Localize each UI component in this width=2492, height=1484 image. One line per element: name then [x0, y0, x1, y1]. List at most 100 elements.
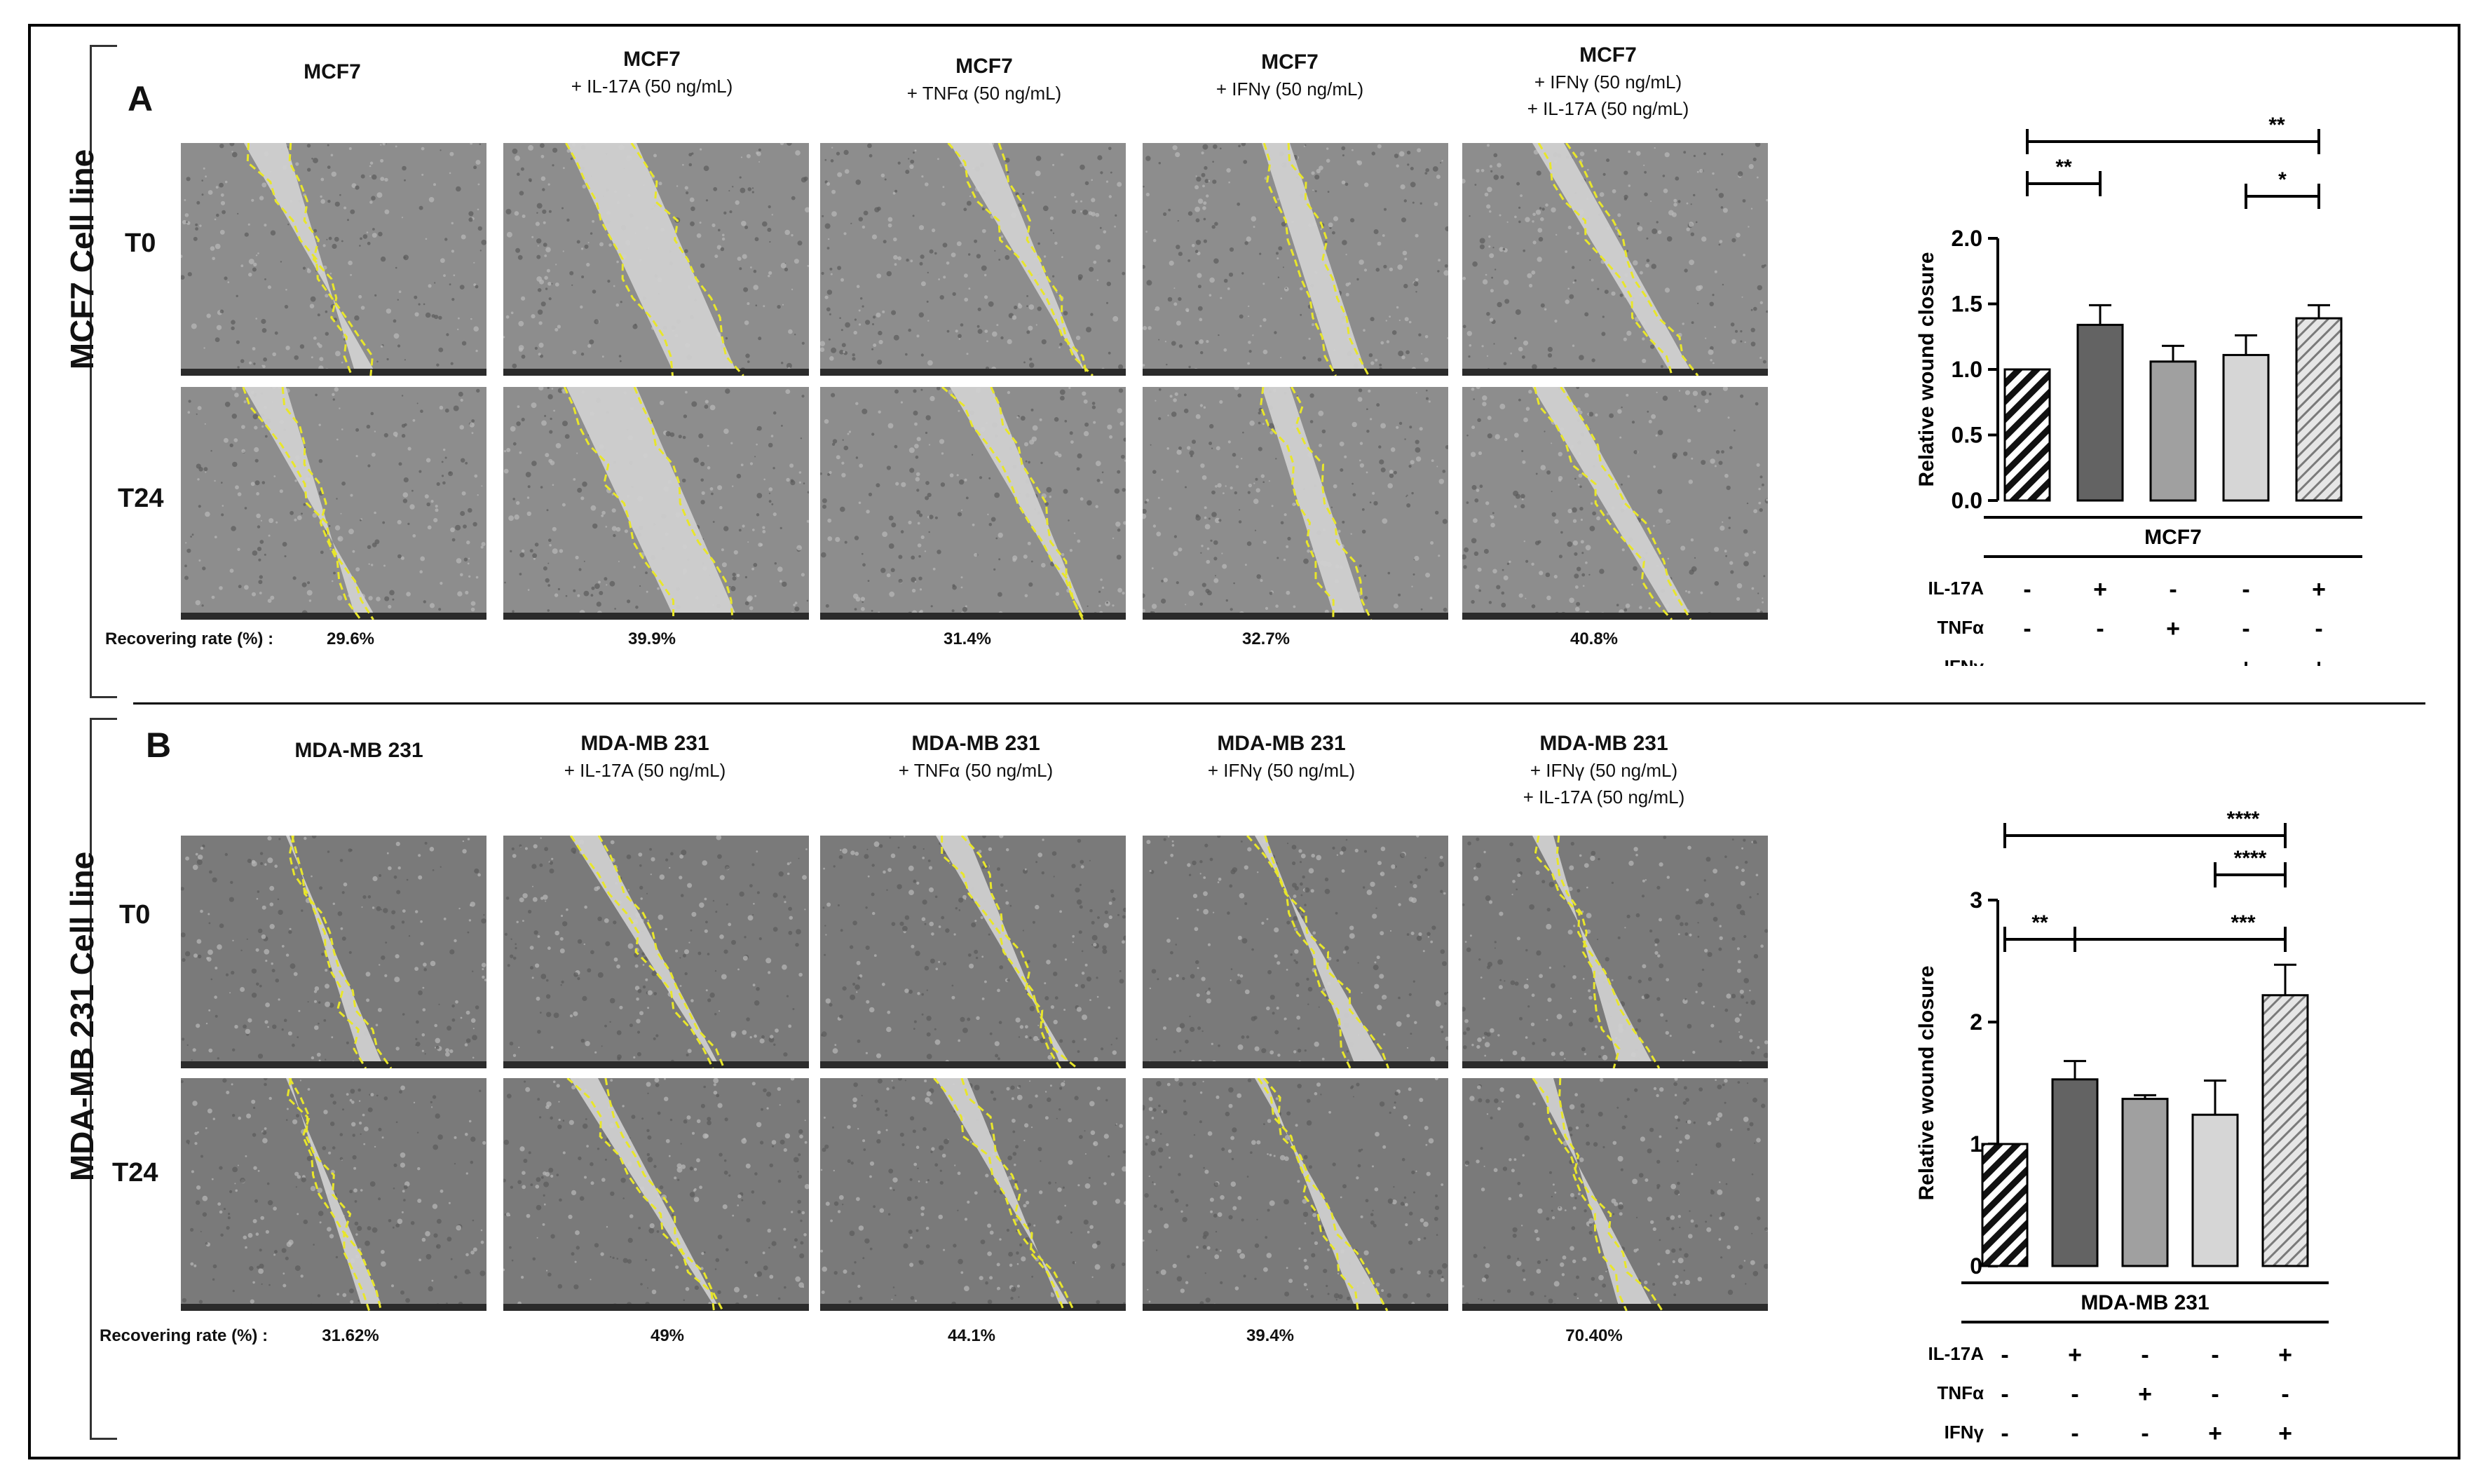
recovering-rate-value: 70.40% — [1565, 1326, 1623, 1345]
treatment-sign: + — [2093, 576, 2107, 603]
micrograph-image — [820, 387, 1126, 620]
bar — [2121, 1098, 2169, 1267]
treatment-sign: - — [2023, 655, 2031, 666]
col-subtitle-2: + IL-17A (50 ng/mL) — [1527, 98, 1689, 119]
bar — [2191, 1113, 2239, 1267]
recovering-rate-value: 29.6% — [326, 629, 375, 648]
y-tick-label: 0.0 — [1952, 488, 1982, 513]
micrograph-image — [503, 387, 809, 620]
y-tick-label: 1 — [1970, 1131, 1982, 1157]
treatment-sign: - — [2071, 1381, 2078, 1408]
micrograph-image — [1462, 1078, 1768, 1311]
recovering-rate-value: 44.1% — [947, 1326, 996, 1345]
y-tick-label: 3 — [1970, 887, 1982, 913]
treatment-label: TNFα — [1937, 617, 1984, 638]
recovering-rate-value: 49% — [650, 1326, 685, 1345]
group-label: MDA-MB 231 — [2081, 1291, 2209, 1314]
recovering-rate-value: 40.8% — [1570, 629, 1619, 648]
chart-svg: 0.0 0.5 1.0 1.5 2.0 Relative wound closure MCF… — [1915, 114, 2362, 681]
col-header: MDA-MB 231 + IFNγ (50 ng/mL) — [1127, 730, 1436, 784]
bar-chart-mcf7: 0.0 0.5 1.0 1.5 2.0 Relative wound closure MCF… — [1851, 105, 2383, 681]
col-title: MDA-MB 231 — [294, 739, 423, 762]
significance-label: **** — [2227, 808, 2260, 831]
micrograph-image — [820, 1078, 1126, 1311]
treatment-sign: - — [2211, 1381, 2219, 1408]
treatment-sign: + — [2208, 1420, 2222, 1444]
bar — [2003, 368, 2051, 502]
treatment-label: IFNγ — [1945, 1422, 1984, 1443]
recovering-rate-label: Recovering rate (%) : — [100, 1326, 268, 1345]
col-title: MCF7 — [304, 60, 361, 83]
treatment-sign: + — [2312, 576, 2326, 603]
micrograph-image — [1143, 143, 1448, 376]
col-title: MCF7 — [623, 48, 681, 71]
col-subtitle: + IL-17A (50 ng/mL) — [564, 760, 726, 781]
panel-letter-a: A — [128, 79, 154, 118]
y-tick-label: 0 — [1970, 1253, 1982, 1279]
treatment-sign: - — [2169, 576, 2177, 603]
recovering-rate-value: 31.4% — [943, 629, 992, 648]
micrograph-image — [1462, 387, 1768, 620]
treatment-sign: - — [2001, 1420, 2008, 1444]
bar — [2222, 353, 2270, 502]
treatment-sign: - — [2096, 655, 2104, 666]
col-title: MCF7 — [1261, 50, 1319, 74]
treatment-sign: - — [2023, 615, 2031, 642]
cell-line-label-a: MCF7 Cell line — [64, 149, 100, 370]
treatment-sign: + — [2166, 615, 2180, 642]
significance-label: **** — [2234, 847, 2267, 870]
micrograph-image — [1143, 836, 1448, 1068]
cell-line-label-b: MDA-MB 231 Cell line — [64, 851, 100, 1182]
bar — [2051, 1078, 2099, 1267]
col-header: MDA-MB 231 + TNFα (50 ng/mL) — [822, 730, 1130, 784]
recovering-rate-value: 39.9% — [627, 629, 676, 648]
col-title: MDA-MB 231 — [1539, 732, 1668, 755]
micrograph-image — [1143, 387, 1448, 620]
significance-label: ** — [2055, 156, 2072, 179]
micrograph-image — [1462, 143, 1768, 376]
micrograph-image — [181, 1078, 486, 1311]
treatment-sign: - — [2242, 576, 2249, 603]
col-subtitle: + IFNγ (50 ng/mL) — [1207, 760, 1356, 781]
col-title: MDA-MB 231 — [1217, 732, 1346, 755]
figure-border — [28, 24, 2460, 1459]
bar-chart-mda-mb-231: 0 1 2 3 Relative wound closure MDA-MB 231 IL-1… — [1851, 771, 2383, 1447]
row-label-t24: T24 — [118, 484, 164, 513]
treatment-sign: - — [2141, 1420, 2149, 1444]
micrograph-image — [181, 387, 486, 620]
col-subtitle: + IFNγ (50 ng/mL) — [1530, 760, 1678, 781]
col-header: MCF7 — [178, 59, 486, 86]
treatment-sign: + — [2068, 1342, 2082, 1368]
col-header: MCF7 + IFNγ (50 ng/mL) + IL-17A (50 ng/mL) — [1454, 42, 1762, 122]
col-title: MDA-MB 231 — [911, 732, 1040, 755]
treatment-sign: + — [2239, 655, 2253, 666]
panel-separator — [133, 702, 2425, 704]
treatment-sign: - — [2001, 1342, 2008, 1368]
treatment-sign: - — [2023, 576, 2031, 603]
micrograph-image — [1143, 1078, 1448, 1311]
y-tick-label: 2 — [1970, 1009, 1982, 1035]
treatment-sign: - — [2141, 1342, 2149, 1368]
significance-label: * — [2278, 168, 2287, 191]
col-header: MCF7 + IFNγ (50 ng/mL) — [1136, 49, 1444, 102]
y-tick-label: 1.5 — [1952, 292, 1982, 317]
treatment-sign: + — [2312, 655, 2326, 666]
treatment-sign: - — [2242, 615, 2249, 642]
col-subtitle: + TNFα (50 ng/mL) — [906, 83, 1062, 104]
treatment-sign: - — [2071, 1420, 2078, 1444]
bar — [2149, 360, 2197, 502]
col-subtitle: + IFNγ (50 ng/mL) — [1216, 79, 1364, 100]
row-label-t0: T0 — [119, 900, 151, 930]
significance-label: ** — [2031, 911, 2048, 934]
col-title: MCF7 — [955, 55, 1013, 78]
treatment-label: IL-17A — [1928, 1343, 1984, 1364]
treatment-sign: - — [2001, 1381, 2008, 1408]
treatment-sign: + — [2138, 1381, 2152, 1408]
bar — [2261, 994, 2309, 1267]
micrograph-image — [503, 143, 809, 376]
bar — [1981, 1143, 2029, 1267]
y-axis-label: Relative wound closure — [1915, 965, 1938, 1200]
treatment-label: IL-17A — [1928, 578, 1984, 599]
treatment-label: IFNγ — [1945, 656, 1984, 666]
treatment-sign: - — [2169, 655, 2177, 666]
